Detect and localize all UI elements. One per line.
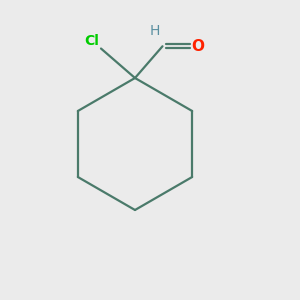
Text: H: H — [150, 24, 160, 38]
Text: Cl: Cl — [85, 34, 99, 48]
Text: O: O — [191, 39, 204, 54]
